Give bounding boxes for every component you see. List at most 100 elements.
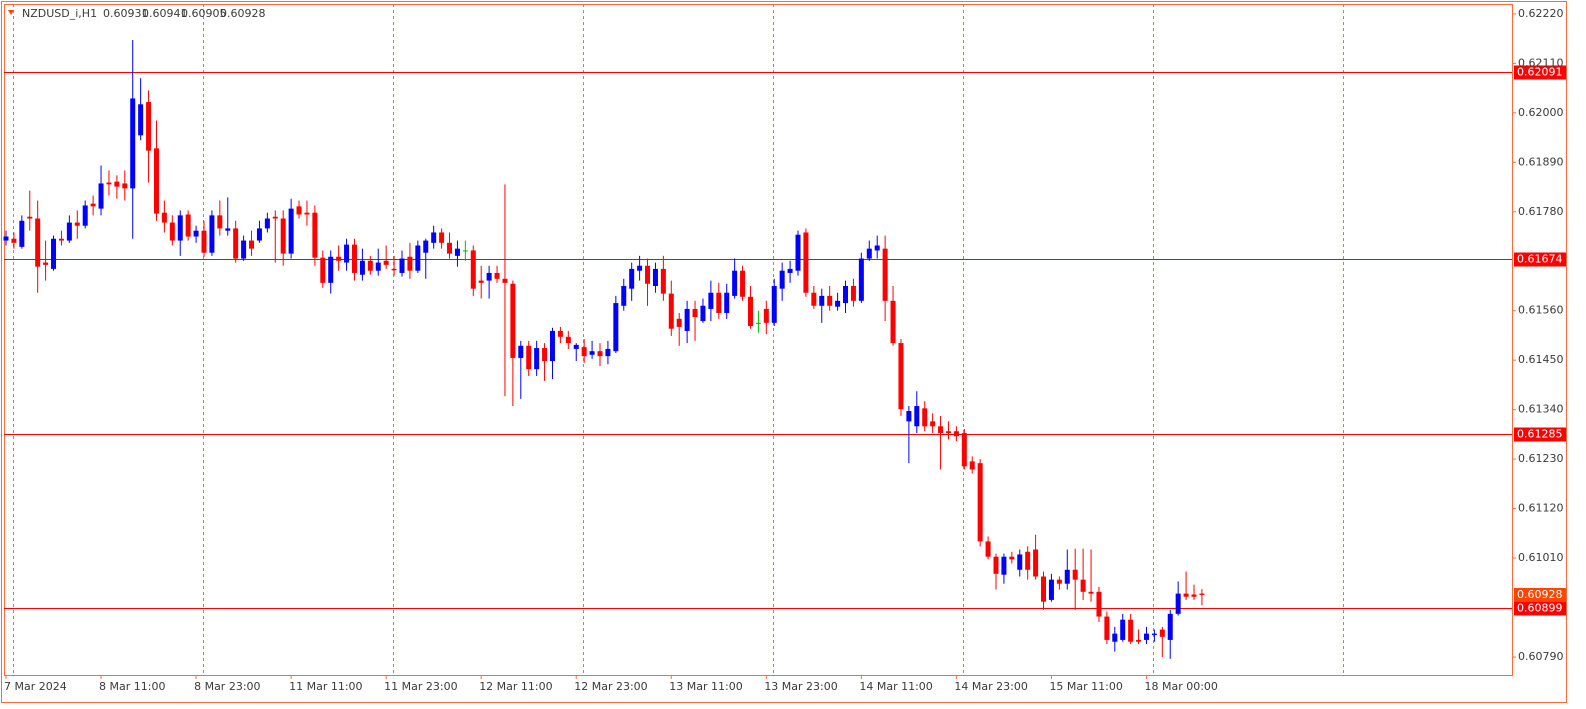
- x-tick-label: 18 Mar 00:00: [1144, 680, 1217, 693]
- candle-body: [478, 280, 484, 283]
- candle-body: [296, 206, 302, 215]
- candle-body: [1120, 619, 1126, 640]
- level-label: 0.61674: [1517, 253, 1563, 266]
- candle-body: [177, 215, 183, 241]
- candle-body: [359, 260, 365, 275]
- candle-body: [138, 104, 144, 136]
- candle-body: [700, 305, 706, 322]
- candle-body: [882, 248, 888, 301]
- x-tick-label: 14 Mar 11:00: [859, 680, 932, 693]
- candle-body: [938, 426, 944, 434]
- candle-body: [470, 250, 476, 289]
- candle-body: [1017, 554, 1023, 570]
- candle-body: [153, 148, 159, 214]
- candle-body: [233, 228, 239, 259]
- candle-body: [1128, 619, 1134, 642]
- level-label: 0.61285: [1517, 428, 1563, 441]
- candle-body: [383, 260, 389, 265]
- candle-body: [1199, 593, 1205, 595]
- candle-body: [850, 285, 856, 301]
- candle-body: [621, 285, 627, 306]
- candle-body: [684, 308, 690, 331]
- candle-body: [431, 232, 437, 243]
- candle-body: [51, 238, 57, 269]
- y-tick-label: 0.62220: [1518, 7, 1564, 20]
- candle-body: [106, 182, 112, 185]
- candle-body: [241, 240, 247, 259]
- candle-body: [1025, 551, 1031, 570]
- candle-body: [961, 433, 967, 467]
- candle-body: [668, 293, 674, 329]
- candle-body: [732, 270, 738, 296]
- candle-body: [280, 218, 286, 254]
- candle-body: [787, 268, 793, 273]
- candle-body: [494, 272, 500, 279]
- candle-body: [779, 270, 785, 289]
- candle-body: [549, 330, 555, 362]
- candle-body: [565, 336, 571, 344]
- candle-body: [225, 228, 231, 231]
- candle-body: [605, 348, 611, 357]
- candle-body: [890, 300, 896, 344]
- candle-body: [288, 208, 294, 254]
- candle-body: [866, 248, 872, 259]
- candle-body: [526, 345, 532, 370]
- x-tick-label: 11 Mar 23:00: [384, 680, 457, 693]
- candle-body: [708, 292, 714, 309]
- candle-body: [351, 244, 357, 273]
- candle-body: [169, 222, 175, 241]
- candle-body: [1009, 556, 1015, 560]
- candle-body: [1056, 579, 1062, 584]
- candle-body: [985, 541, 991, 557]
- x-tick-label: 8 Mar 11:00: [99, 680, 165, 693]
- y-tick-label: 0.60790: [1518, 650, 1564, 663]
- header-low: 0.60905: [181, 7, 227, 20]
- candle-body: [1183, 593, 1189, 597]
- candle-body: [724, 292, 730, 313]
- candle-body: [922, 408, 928, 427]
- candle-body: [819, 295, 825, 306]
- level-label-box: [1514, 252, 1566, 267]
- candle-body: [771, 285, 777, 323]
- candle-body: [1143, 633, 1149, 640]
- header-close: 0.60928: [220, 7, 266, 20]
- y-tick-label: 0.61780: [1518, 205, 1564, 218]
- candle-body: [35, 218, 41, 267]
- candle-body: [43, 262, 49, 265]
- candle-body: [1088, 591, 1094, 594]
- y-tick-label: 0.62110: [1518, 56, 1564, 69]
- outer-frame: [1, 1, 1567, 703]
- candle-body: [510, 283, 516, 358]
- candle-body: [454, 248, 460, 256]
- candle-body: [90, 203, 96, 207]
- candle-body: [66, 222, 72, 241]
- candle-body: [858, 258, 864, 301]
- candle-body: [945, 431, 951, 434]
- candle-body: [58, 238, 64, 241]
- candle-body: [161, 212, 167, 223]
- candle-body: [518, 345, 524, 358]
- y-tick-label: 0.61450: [1518, 353, 1564, 366]
- candle-body: [1104, 616, 1110, 640]
- candle-body: [747, 296, 753, 327]
- candle-body: [122, 183, 128, 189]
- candle-body: [407, 256, 413, 271]
- header: NZDUSD_i,H1 0.60931 0.60941 0.60905 0.60…: [8, 7, 266, 20]
- candle-body: [217, 215, 223, 229]
- candle-body: [462, 250, 468, 252]
- candle-body: [993, 556, 999, 574]
- candle-body: [1041, 576, 1047, 602]
- candle-body: [803, 232, 809, 293]
- candle-body: [676, 318, 682, 327]
- axes: 0.62220 0.62110 0.62000 0.61890 0.61780 0.615…: [4, 7, 1564, 693]
- y-tick-label: 0.61560: [1518, 304, 1564, 317]
- y-tick-label: 0.61230: [1518, 452, 1564, 465]
- candle-body: [1080, 579, 1086, 592]
- candle-body: [795, 234, 801, 271]
- x-tick-label: 11 Mar 11:00: [289, 680, 362, 693]
- candle-body: [82, 205, 88, 226]
- price-label: 0.60928: [1517, 588, 1563, 601]
- candle-body: [391, 268, 397, 271]
- candle-body: [977, 463, 983, 542]
- y-tick-label: 0.61890: [1518, 155, 1564, 168]
